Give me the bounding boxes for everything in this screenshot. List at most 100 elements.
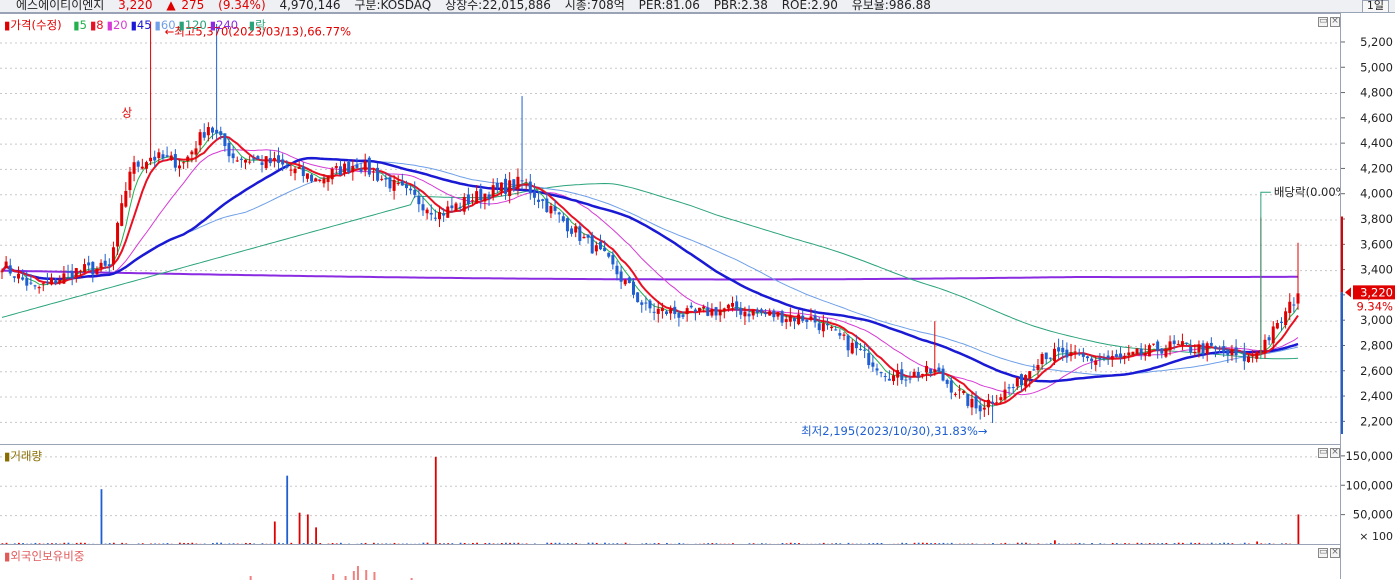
candle-body xyxy=(1090,358,1094,362)
minimize-icon[interactable]: ▭ xyxy=(1318,547,1328,558)
candle-body xyxy=(140,166,144,169)
volume-value: 4,970,146 xyxy=(279,0,341,12)
foreign-bar xyxy=(352,571,355,580)
candle-body xyxy=(995,402,999,404)
minimize-icon[interactable]: ▭ xyxy=(1318,16,1328,27)
candle-body xyxy=(714,307,718,316)
price-tick-label: 5,200 xyxy=(1360,35,1393,49)
legend-ma-8: ▮8 xyxy=(89,18,104,32)
candle-body xyxy=(1271,326,1275,344)
legend-ma-120: ▮120 xyxy=(178,18,207,32)
candle-body xyxy=(549,205,553,214)
candle-body xyxy=(277,155,281,163)
candle-body xyxy=(1176,343,1180,345)
candle-body xyxy=(458,206,462,208)
candle-body xyxy=(454,203,458,211)
volume-bar xyxy=(18,542,20,545)
minimize-icon[interactable]: ▭ xyxy=(1318,447,1328,458)
candle-body xyxy=(8,265,12,274)
candle-body xyxy=(735,301,739,311)
candle-body xyxy=(1209,342,1213,346)
candle-body xyxy=(879,372,883,374)
candle-body xyxy=(293,168,297,174)
candle-body xyxy=(87,262,91,266)
volume-bar xyxy=(100,489,103,545)
candle-body xyxy=(1069,352,1073,357)
price-panel-window-buttons: ▭ × xyxy=(1316,16,1340,27)
candle-body xyxy=(1086,356,1090,359)
foreign-ownership-panel[interactable]: ▮외국인보유비중 ▭ × xyxy=(0,544,1340,580)
legend-ma-45: ▮45 xyxy=(130,18,152,32)
candle-body xyxy=(512,179,516,189)
candle-body xyxy=(986,399,990,408)
candle-body xyxy=(665,311,669,314)
price-chart[interactable]: ←최고5,370(2023/03/13),66.77% 최저2,195(2023/… xyxy=(0,14,1340,445)
candle-body xyxy=(685,308,689,315)
range-bar-up xyxy=(1341,216,1343,293)
candle-body xyxy=(376,167,380,181)
candle-body xyxy=(161,154,165,159)
volume-scale: 150,000 100,000 50,000 × 100 xyxy=(1340,444,1395,544)
candle-body xyxy=(289,169,293,171)
foreign-panel-window-buttons: ▭ × xyxy=(1316,547,1340,558)
close-icon[interactable]: × xyxy=(1330,547,1340,558)
candle-body xyxy=(285,166,289,168)
close-icon[interactable]: × xyxy=(1330,447,1340,458)
volume-bar xyxy=(1223,542,1226,545)
legend-ma-20: ▮20 xyxy=(106,18,128,32)
foreign-ownership-chart[interactable] xyxy=(0,545,1340,580)
price-tick-label: 3,000 xyxy=(1360,313,1393,327)
candle-body xyxy=(0,271,4,273)
legend-ma-60: ▮60 xyxy=(154,18,176,32)
candle-body xyxy=(450,205,454,209)
volume-bar xyxy=(306,514,309,545)
candle-body xyxy=(508,180,512,197)
volume-bar xyxy=(315,527,317,545)
candle-body xyxy=(1180,341,1184,346)
candle-body xyxy=(945,379,949,384)
pbr-value: PBR:2.38 xyxy=(713,0,768,12)
legend-price: ▮가격(수정) xyxy=(4,18,62,32)
volume-unit-label: × 100 xyxy=(1359,530,1393,543)
candle-body xyxy=(1205,343,1209,355)
candle-body xyxy=(1048,357,1052,359)
volume-bar xyxy=(666,542,668,545)
period-button[interactable]: 1일 xyxy=(1361,0,1389,12)
candle-body xyxy=(900,369,904,381)
candle-body xyxy=(495,182,499,188)
price-tick-label: 3,600 xyxy=(1360,237,1393,251)
candle-body xyxy=(764,312,768,315)
candle-body xyxy=(153,156,157,161)
volume-bar xyxy=(1140,542,1143,545)
candle-body xyxy=(103,260,107,266)
candle-body xyxy=(367,157,371,175)
candle-body xyxy=(1279,321,1283,323)
volume-bar xyxy=(587,542,590,545)
volume-panel[interactable]: ▮거래량 ▭ × xyxy=(0,444,1340,545)
candle-body xyxy=(70,270,74,279)
candle-body xyxy=(144,162,148,169)
candle-body xyxy=(326,176,330,183)
candle-body xyxy=(949,380,953,393)
candle-body xyxy=(834,329,838,331)
volume-bar xyxy=(278,542,280,545)
close-icon[interactable]: × xyxy=(1330,16,1340,27)
volume-bar xyxy=(372,542,375,545)
candle-body xyxy=(797,314,801,325)
candle-body xyxy=(334,166,338,168)
volume-bar xyxy=(917,542,920,545)
volume-bar xyxy=(273,521,276,545)
candle-body xyxy=(442,213,446,216)
price-chart-panel[interactable]: ←최고5,370(2023/03/13),66.77% 최저2,195(2023/… xyxy=(0,13,1340,445)
candle-body xyxy=(462,196,466,212)
candle-body xyxy=(1015,377,1019,387)
candle-body xyxy=(1135,348,1139,354)
ma-line-60 xyxy=(1,160,1299,376)
candle-body xyxy=(892,375,896,382)
ma-line-20 xyxy=(1,149,1299,396)
foreign-legend: ▮외국인보유비중 xyxy=(4,549,85,563)
candle-body xyxy=(603,247,607,252)
candle-body xyxy=(623,280,627,285)
candle-body xyxy=(677,313,681,318)
volume-chart[interactable] xyxy=(0,445,1340,545)
